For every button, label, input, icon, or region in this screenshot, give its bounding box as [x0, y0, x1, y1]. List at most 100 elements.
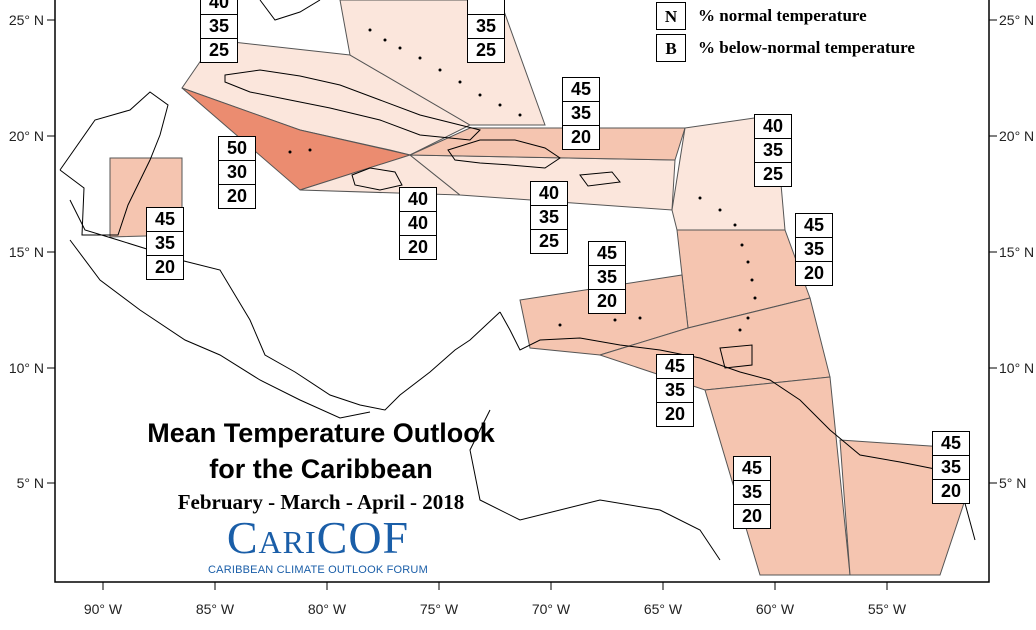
prob-cell: 35 — [201, 14, 237, 38]
prob-cell: 30 — [219, 160, 255, 184]
prob-cell: 45 — [664, 356, 686, 376]
lat-tick-label-left: 25° N — [9, 12, 44, 28]
lon-tick-label: 70° W — [532, 601, 571, 617]
prob-box-bahamas-east: 35 25 — [467, 0, 505, 63]
prob-cell: 40 — [538, 183, 560, 203]
prob-box-suriname-french-guiana: 45 35 20 — [932, 431, 970, 504]
prob-cell: 25 — [755, 162, 791, 186]
prob-cell: 25 — [531, 229, 567, 253]
map-title-line1: Mean Temperature Outlook — [147, 418, 495, 448]
prob-box-jamaica: 40 40 20 — [399, 187, 437, 260]
coast-puerto-rico — [579, 171, 621, 187]
coast-hispaniola — [447, 139, 561, 169]
lon-tick-label: 90° W — [84, 601, 123, 617]
prob-cell: 45 — [570, 79, 592, 99]
prob-cell: 25 — [201, 38, 237, 62]
axis-ticks: 90° W 85° W 80° W 75° W 70° W 65° W 60° W 55° W… — [9, 12, 1034, 617]
legend-text-normal: % normal temperature — [698, 6, 867, 25]
prob-box-belize: 45 35 20 — [146, 207, 184, 280]
coast-south-america — [499, 311, 976, 541]
prob-cell: 40 — [762, 116, 784, 136]
prob-cell: 35 — [933, 455, 969, 479]
prob-cell: 45 — [940, 433, 962, 453]
coast-trinidad — [719, 344, 753, 369]
prob-box-abc-islands: 45 35 20 — [588, 241, 626, 314]
prob-cell: 40 — [400, 211, 436, 235]
prob-cell: 20 — [657, 402, 693, 426]
prob-cell: 35 — [657, 378, 693, 402]
caricof-logo: CariCOF CARIBBEAN CLIMATE OUTLOOK FORUM — [200, 512, 436, 576]
prob-box-leeward-north: 40 35 25 — [754, 114, 792, 187]
prob-box-guyana: 45 35 20 — [733, 456, 771, 529]
lat-tick-label-left: 5° N — [17, 475, 44, 491]
coastlines — [59, 0, 976, 561]
coast-pacific — [69, 239, 371, 419]
coast-colombia-west — [469, 409, 721, 561]
lat-tick-label-left: 10° N — [9, 360, 44, 376]
prob-cell: 35 — [147, 231, 183, 255]
coast-cuba — [224, 69, 481, 141]
prob-cell: 20 — [589, 289, 625, 313]
legend-key-normal: N — [656, 2, 686, 30]
map-frame — [54, 0, 990, 583]
prob-box-bahamas-north: 40 35 25 — [200, 0, 238, 63]
legend: N % normal temperature B % below-normal … — [656, 0, 915, 64]
prob-cell: 25 — [468, 38, 504, 62]
coast-yucatan — [59, 91, 169, 236]
lat-tick-label-right: 25° N — [999, 12, 1034, 28]
legend-text-below: % below-normal temperature — [698, 38, 915, 57]
prob-cell: 35 — [796, 237, 832, 261]
prob-cell: 20 — [400, 235, 436, 259]
prob-cell: 20 — [563, 125, 599, 149]
prob-cell: 45 — [803, 215, 825, 235]
lon-tick-label: 80° W — [308, 601, 347, 617]
lon-tick-label: 60° W — [756, 601, 795, 617]
prob-box-hispaniola-north: 45 35 20 — [562, 77, 600, 150]
prob-cell: 45 — [596, 243, 618, 263]
small-islands — [288, 28, 757, 332]
prob-cell: 35 — [734, 480, 770, 504]
prob-cell: 20 — [796, 261, 832, 285]
lat-tick-label-left: 20° N — [9, 128, 44, 144]
prob-cell: 40 — [407, 189, 429, 209]
prob-box-hispaniola-south: 40 35 25 — [530, 181, 568, 254]
prob-cell: 35 — [589, 265, 625, 289]
legend-row-normal: N % normal temperature — [656, 0, 915, 32]
lon-tick-label: 55° W — [868, 601, 907, 617]
prob-cell — [468, 0, 504, 14]
map-period: February - March - April - 2018 — [177, 490, 465, 514]
lat-tick-label-right: 10° N — [999, 360, 1034, 376]
prob-box-windward: 45 35 20 — [795, 213, 833, 286]
legend-key-below: B — [656, 34, 686, 62]
lon-tick-label: 65° W — [644, 601, 683, 617]
region-polygons — [109, 0, 966, 576]
prob-box-cayman-west-cuba: 50 30 20 — [218, 136, 256, 209]
prob-cell: 50 — [226, 138, 248, 158]
map-title-line2: for the Caribbean — [209, 454, 433, 484]
coast-florida — [259, 0, 321, 21]
prob-cell: 35 — [468, 14, 504, 38]
lat-tick-label-right: 5° N — [999, 475, 1026, 491]
prob-cell: 45 — [741, 458, 763, 478]
prob-cell: 45 — [154, 209, 176, 229]
prob-cell: 20 — [734, 504, 770, 528]
coast-jamaica — [351, 167, 403, 191]
lat-tick-label-right: 20° N — [999, 128, 1034, 144]
legend-row-below: B % below-normal temperature — [656, 32, 915, 64]
prob-cell: 40 — [208, 0, 230, 12]
logo-subtext: CARIBBEAN CLIMATE OUTLOOK FORUM — [208, 564, 428, 576]
prob-cell: 35 — [755, 138, 791, 162]
lon-tick-label: 85° W — [196, 601, 235, 617]
region-guyana — [704, 376, 851, 576]
logo-wordmark: CariCOF — [226, 512, 410, 563]
coast-central-america — [69, 199, 501, 411]
prob-cell: 20 — [147, 255, 183, 279]
lat-tick-label-left: 15° N — [9, 244, 44, 260]
prob-cell: 20 — [219, 184, 255, 208]
prob-cell: 35 — [563, 101, 599, 125]
prob-box-trinidad: 45 35 20 — [656, 354, 694, 427]
prob-cell: 35 — [531, 205, 567, 229]
lon-tick-label: 75° W — [420, 601, 459, 617]
prob-cell: 20 — [933, 479, 969, 503]
